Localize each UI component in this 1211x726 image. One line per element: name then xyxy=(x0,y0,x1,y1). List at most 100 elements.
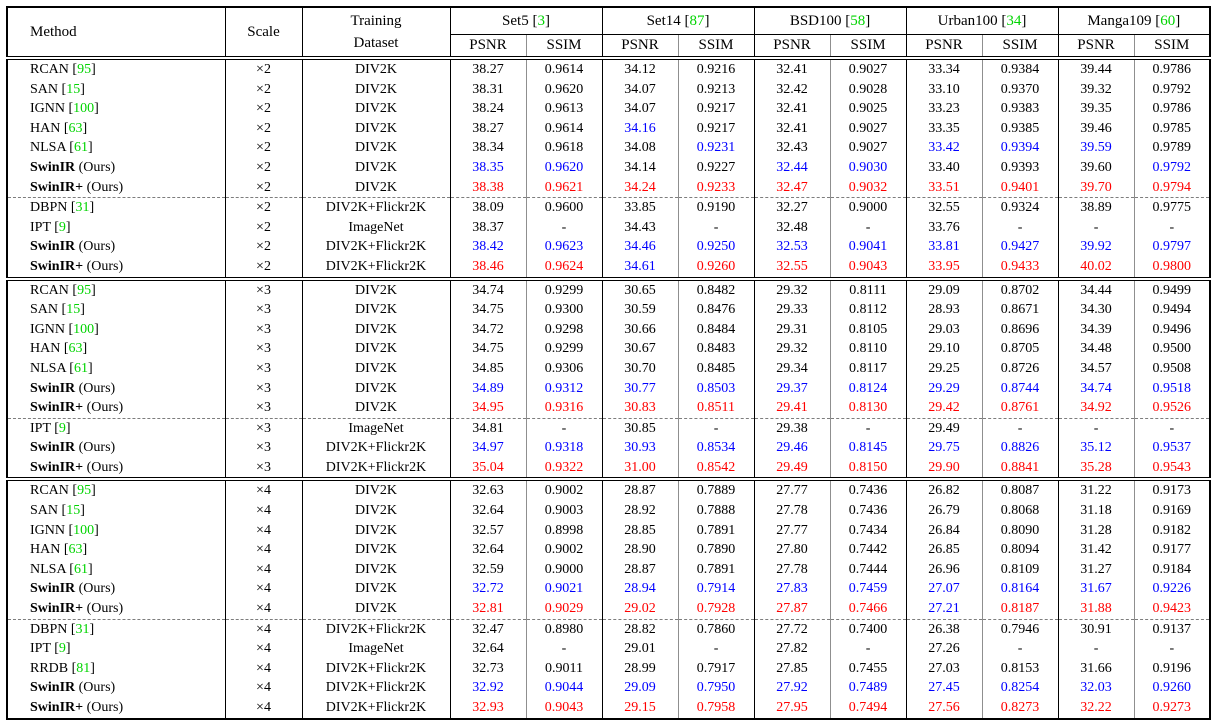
method-name: IPT xyxy=(30,420,51,436)
psnr-cell: 32.81 xyxy=(449,599,526,620)
ssim-cell: 0.7466 xyxy=(829,599,907,620)
ssim-cell: 0.9029 xyxy=(525,599,603,620)
ssim-cell: - xyxy=(1133,217,1211,238)
psnr-cell: 33.34 xyxy=(905,58,983,80)
citation-link[interactable]: 3 xyxy=(537,13,545,29)
method-suffix: (Ours) xyxy=(83,700,124,715)
ssim-cell: 0.7400 xyxy=(829,618,907,640)
citation-link[interactable]: 95 xyxy=(77,282,92,298)
psnr-cell: 39.35 xyxy=(1057,99,1135,119)
ssim-cell: 0.7888 xyxy=(677,501,755,521)
method-name: IGNN xyxy=(30,101,65,117)
training-dataset-cell: DIV2K+Flickr2K xyxy=(301,698,450,719)
bracket: [ xyxy=(70,621,76,637)
citation-link[interactable]: 100 xyxy=(73,522,95,538)
ssim-cell: 0.8187 xyxy=(981,599,1059,620)
psnr-cell: 32.03 xyxy=(1057,678,1135,698)
ssim-cell: 0.7489 xyxy=(829,678,907,698)
method-name: NLSA xyxy=(30,360,66,376)
ssim-cell: 0.8705 xyxy=(981,339,1059,359)
citation-link[interactable]: 81 xyxy=(76,660,91,676)
ssim-cell: 0.9000 xyxy=(525,559,603,580)
ssim-cell: 0.9322 xyxy=(525,457,603,480)
psnr-cell: 34.48 xyxy=(1057,339,1135,359)
bracket: [ xyxy=(69,140,74,156)
citation-link[interactable]: 15 xyxy=(66,81,81,97)
ssim-cell: 0.9003 xyxy=(525,501,603,521)
psnr-cell: 29.02 xyxy=(601,599,679,620)
ssim-cell: 0.7889 xyxy=(677,479,755,502)
ssim-cell: 0.9526 xyxy=(1133,398,1211,419)
psnr-cell: 27.92 xyxy=(753,678,831,698)
training-dataset-cell: DIV2K xyxy=(301,138,450,158)
bracket: ] xyxy=(91,62,96,77)
psnr-cell: 32.47 xyxy=(449,618,526,640)
citation-link[interactable]: 95 xyxy=(77,62,92,77)
method-cell: NLSA [61] xyxy=(7,138,225,158)
citation-link[interactable]: 9 xyxy=(58,420,66,436)
psnr-cell: 29.15 xyxy=(601,698,679,719)
citation-link[interactable]: 60 xyxy=(1160,13,1176,29)
ssim-cell: 0.9027 xyxy=(829,58,907,80)
scale-cell: ×4 xyxy=(224,579,302,600)
psnr-cell: 31.88 xyxy=(1057,599,1135,620)
ssim-cell: 0.8671 xyxy=(981,300,1059,320)
psnr-cell: 38.38 xyxy=(449,177,526,198)
method-name: RCAN xyxy=(30,62,69,77)
citation-link[interactable]: 63 xyxy=(68,341,83,357)
bracket: ] xyxy=(87,140,93,156)
citation-link[interactable]: 15 xyxy=(66,503,81,519)
psnr-cell: 32.27 xyxy=(753,197,831,218)
citation-link[interactable]: 63 xyxy=(68,120,83,136)
citation-link[interactable]: 9 xyxy=(58,641,66,657)
method-name: SwinIR xyxy=(30,581,76,597)
table-row: SwinIR+ (Ours) ×3 DIV2K 34.95 0.9316 30.83 0.8… xyxy=(7,398,1211,419)
psnr-cell: 33.95 xyxy=(905,256,983,279)
bracket: ] xyxy=(80,81,85,97)
ssim-cell: 0.9260 xyxy=(677,256,755,279)
bracket: ] xyxy=(87,360,93,376)
ssim-cell: 0.8503 xyxy=(677,378,755,399)
psnr-cell: 28.87 xyxy=(601,559,679,580)
citation-link[interactable]: 31 xyxy=(75,200,90,216)
psnr-cell: 33.10 xyxy=(905,79,983,100)
psnr-cell: 33.40 xyxy=(905,157,983,178)
psnr-cell: - xyxy=(1057,417,1135,439)
ssim-cell: 0.8109 xyxy=(981,559,1059,580)
psnr-cell: 34.07 xyxy=(601,99,679,119)
psnr-cell: 30.59 xyxy=(601,300,679,320)
citation-link[interactable]: 34 xyxy=(1006,13,1022,29)
citation-link[interactable]: 100 xyxy=(73,101,95,117)
citation-link[interactable]: 15 xyxy=(66,302,81,318)
psnr-cell: 29.33 xyxy=(753,300,831,320)
citation-link[interactable]: 61 xyxy=(73,561,88,577)
ssim-cell: 0.9299 xyxy=(525,278,603,301)
table-row: IGNN [100] ×3 DIV2K 34.72 0.9298 30.66 0.8484 2… xyxy=(7,319,1211,340)
training-dataset-cell: DIV2K+Flickr2K xyxy=(301,256,450,279)
citation-link[interactable]: 61 xyxy=(73,360,88,376)
scale-cell: ×3 xyxy=(224,278,302,301)
citation-link[interactable]: 95 xyxy=(77,483,92,499)
training-dataset-cell: DIV2K xyxy=(301,559,450,580)
citation-link[interactable]: 63 xyxy=(68,542,83,558)
psnr-cell: - xyxy=(1057,217,1135,238)
bracket: [ xyxy=(1155,13,1161,29)
citation-link[interactable]: 31 xyxy=(75,621,90,637)
citation-link[interactable]: 58 xyxy=(850,13,866,29)
psnr-cell: 34.39 xyxy=(1057,319,1135,340)
table-row: SwinIR (Ours) ×3 DIV2K+Flickr2K 34.97 0.9318… xyxy=(7,438,1211,458)
scale-cell: ×3 xyxy=(224,319,302,340)
bracket: ] xyxy=(89,200,95,216)
ssim-cell: - xyxy=(829,639,907,659)
citation-link[interactable]: 100 xyxy=(73,321,95,337)
bracket: ] xyxy=(94,321,99,337)
citation-link[interactable]: 61 xyxy=(73,140,88,156)
bracket: [ xyxy=(532,13,538,29)
citation-link[interactable]: 87 xyxy=(689,13,705,29)
bracket: [ xyxy=(70,200,76,216)
bracket: ] xyxy=(90,660,95,676)
citation-link[interactable]: 9 xyxy=(58,219,66,235)
psnr-cell: 38.35 xyxy=(449,157,526,178)
method-suffix: (Ours) xyxy=(75,159,116,175)
psnr-cell: 39.32 xyxy=(1057,79,1135,100)
